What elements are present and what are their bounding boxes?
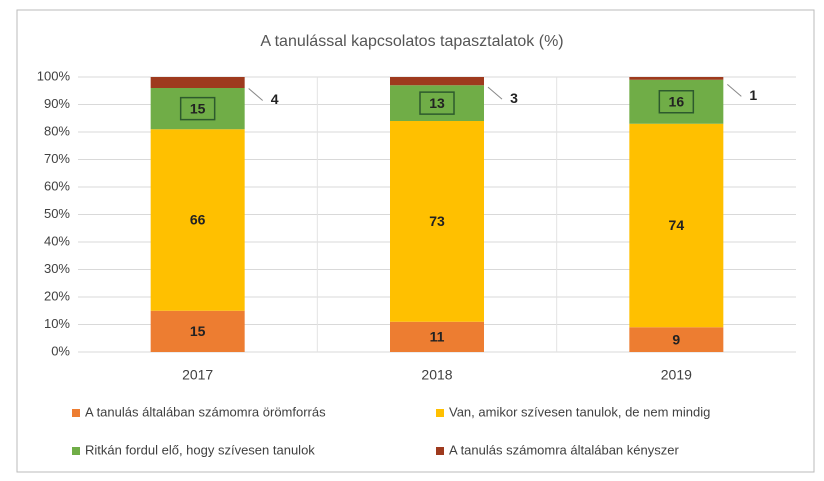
legend-swatch (436, 409, 444, 417)
value-label: 4 (271, 91, 279, 107)
legend-label: Ritkán fordul elő, hogy szívesen tanulok (85, 442, 315, 457)
chart-title: A tanulással kapcsolatos tapasztalatok (… (260, 33, 563, 50)
value-label: 1 (749, 87, 757, 103)
y-tick-label: 30% (44, 261, 70, 276)
leader-line (248, 88, 263, 101)
value-label: 73 (429, 213, 445, 229)
legend-label: A tanulás számomra általában kényszer (449, 442, 679, 457)
value-label: 15 (190, 100, 206, 116)
y-tick-label: 20% (44, 288, 70, 303)
y-tick-label: 50% (44, 206, 70, 221)
bar-segment (390, 77, 484, 86)
x-tick-label: 2018 (421, 367, 452, 383)
value-label: 66 (190, 212, 206, 228)
x-tick-label: 2019 (661, 367, 692, 383)
bar-segment (390, 121, 484, 322)
bar-segment (629, 79, 724, 124)
bar-segment (390, 85, 484, 121)
label-box (179, 96, 216, 121)
legend-label: Van, amikor szívesen tanulok, de nem min… (449, 404, 710, 419)
x-tick-label: 2017 (182, 367, 213, 383)
y-tick-label: 100% (37, 68, 71, 83)
value-label: 15 (190, 323, 206, 339)
y-tick-label: 0% (51, 343, 70, 358)
y-tick-label: 70% (44, 151, 70, 166)
legend-swatch (436, 447, 444, 455)
y-tick-label: 10% (44, 316, 70, 331)
value-label: 13 (429, 95, 445, 111)
value-label: 11 (430, 329, 445, 345)
value-label: 74 (669, 217, 685, 233)
bar-segment (390, 321, 484, 352)
value-label: 16 (669, 93, 685, 109)
bar-segment (150, 88, 245, 130)
y-tick-label: 90% (44, 96, 70, 111)
value-label: 9 (672, 331, 680, 347)
leader-line (487, 86, 503, 100)
leader-line (727, 83, 742, 97)
y-tick-label: 60% (44, 178, 70, 193)
bar-segment (629, 327, 724, 352)
bar-segment (629, 77, 724, 80)
label-box (658, 90, 695, 114)
bar-segment (150, 129, 245, 311)
bar-segment (150, 310, 245, 352)
legend-swatch (72, 409, 80, 417)
y-tick-label: 40% (44, 233, 70, 248)
bar-segment (629, 123, 724, 328)
value-label: 3 (510, 90, 518, 106)
label-box (419, 91, 455, 115)
legend-label: A tanulás általában számomra örömforrás (85, 404, 326, 419)
bar-segment (150, 77, 245, 88)
legend-swatch (72, 447, 80, 455)
y-tick-label: 80% (44, 123, 70, 138)
